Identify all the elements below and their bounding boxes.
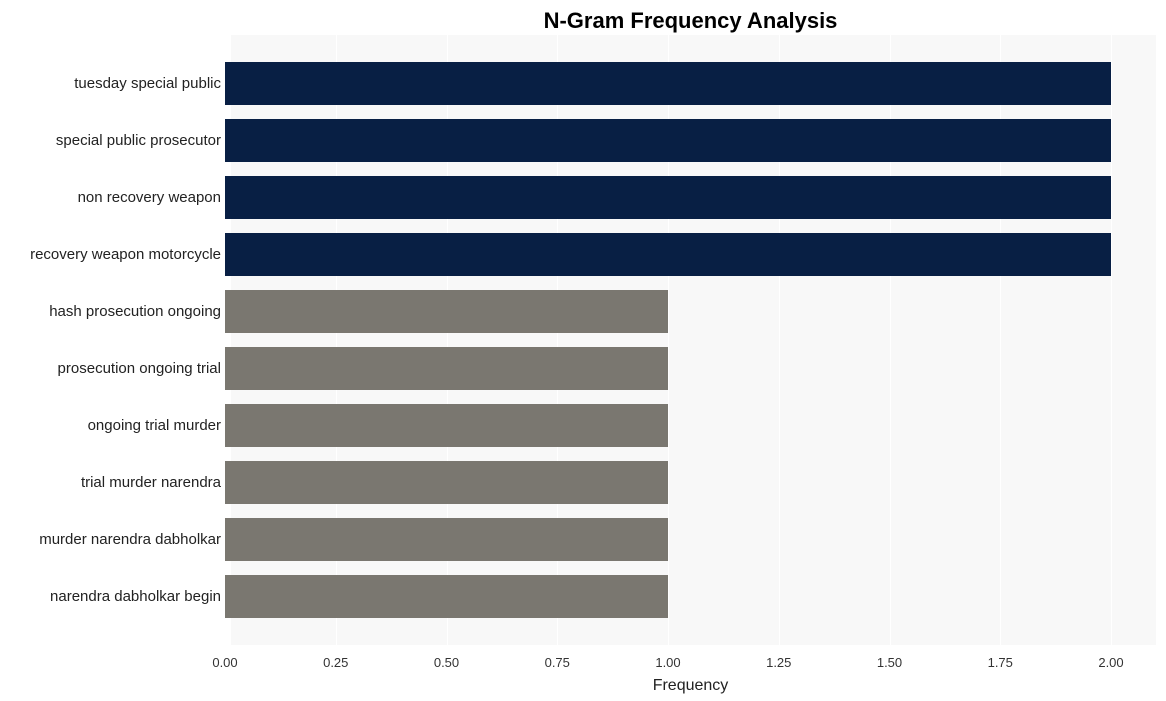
plot-area [225,35,1156,645]
x-axis-label: Frequency [225,677,1156,695]
x-tick: 1.00 [655,655,680,670]
x-tick: 0.00 [212,655,237,670]
y-tick-label: prosecution ongoing trial [58,360,221,377]
y-tick-label: ongoing trial murder [88,417,221,434]
bar [225,119,1111,162]
y-tick-label: special public prosecutor [56,132,221,149]
bar [225,404,668,447]
bar [225,176,1111,219]
y-tick-label: tuesday special public [74,75,221,92]
bar [225,461,668,504]
y-tick-label: murder narendra dabholkar [39,531,221,548]
y-tick-label: non recovery weapon [78,189,221,206]
y-tick-label: hash prosecution ongoing [49,303,221,320]
x-tick: 1.75 [988,655,1013,670]
y-tick-label: narendra dabholkar begin [50,588,221,605]
bar [225,290,668,333]
x-tick: 0.25 [323,655,348,670]
y-tick-label: recovery weapon motorcycle [30,246,221,263]
x-tick: 1.25 [766,655,791,670]
bar [225,347,668,390]
x-tick: 0.50 [434,655,459,670]
bar [225,575,668,618]
bar [225,233,1111,276]
x-tick: 0.75 [545,655,570,670]
y-tick-label: trial murder narendra [81,474,221,491]
x-tick: 1.50 [877,655,902,670]
x-tick: 2.00 [1098,655,1123,670]
bar [225,62,1111,105]
chart-title: N-Gram Frequency Analysis [225,8,1156,34]
gridline [1111,35,1112,645]
bar [225,518,668,561]
